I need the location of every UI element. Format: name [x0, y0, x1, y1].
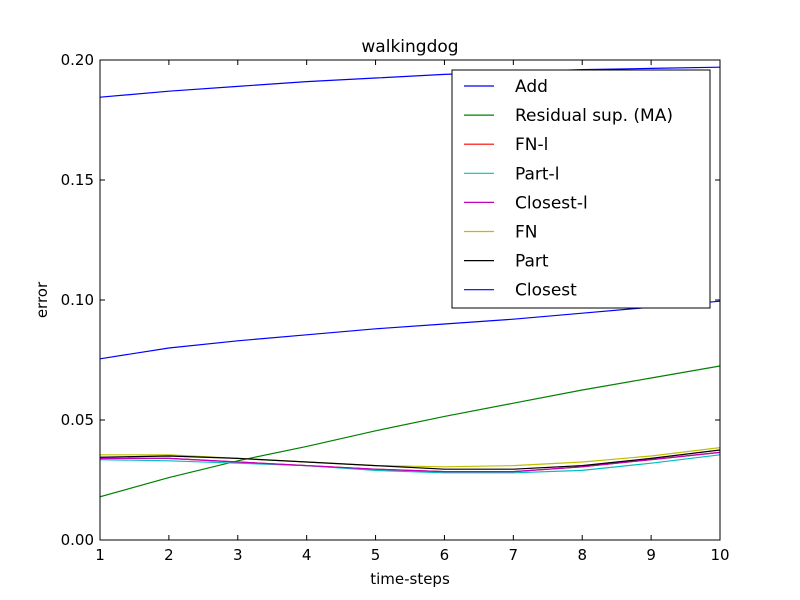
legend: Add Residual sup. (MA) FN-l Part-l Closest-l…	[451, 69, 711, 309]
y-tick-label: 0.15	[61, 171, 94, 189]
legend-box	[451, 69, 711, 309]
series-line-7	[100, 300, 720, 360]
x-tick-label: 8	[577, 546, 587, 564]
series-line-6	[100, 449, 720, 470]
x-tick-label: 7	[509, 546, 519, 564]
y-axis-label: error	[33, 281, 51, 318]
y-tick-label: 0.05	[61, 411, 94, 429]
legend-entry: Part-l	[515, 164, 559, 184]
x-tick-label: 2	[164, 546, 174, 564]
x-tick-label: 6	[440, 546, 450, 564]
x-tick-label: 5	[371, 546, 381, 564]
chart-title: walkingdog	[361, 37, 458, 57]
legend-entry: FN-l	[515, 135, 548, 155]
series-line-4	[100, 451, 720, 473]
plot-area	[100, 66, 720, 498]
y-tick-label: 0.10	[61, 291, 94, 309]
legend-entry: Closest-l	[515, 193, 588, 213]
series-line-3	[100, 454, 720, 474]
x-tick-label: 9	[646, 546, 656, 564]
legend-entry: Closest	[515, 281, 577, 301]
x-tick-label: 10	[710, 546, 729, 564]
series-line-1	[100, 365, 720, 498]
x-axis-label: time-steps	[370, 570, 450, 588]
axis-ticks: 1 2 3 4 5 6 7 8 9 10 0.00 0.05 0.10 0.15 0.20	[61, 51, 730, 564]
y-tick-label: 0.00	[61, 531, 94, 549]
x-tick-label: 1	[95, 546, 105, 564]
legend-entry: Part	[515, 252, 549, 272]
series-line-0	[100, 66, 720, 98]
x-tick-label: 3	[233, 546, 243, 564]
legend-entry: Residual sup. (MA)	[515, 106, 673, 126]
legend-entry: FN	[515, 223, 538, 243]
x-tick-label: 4	[302, 546, 312, 564]
y-tick-label: 0.20	[61, 51, 94, 69]
legend-entry: Add	[515, 77, 548, 97]
